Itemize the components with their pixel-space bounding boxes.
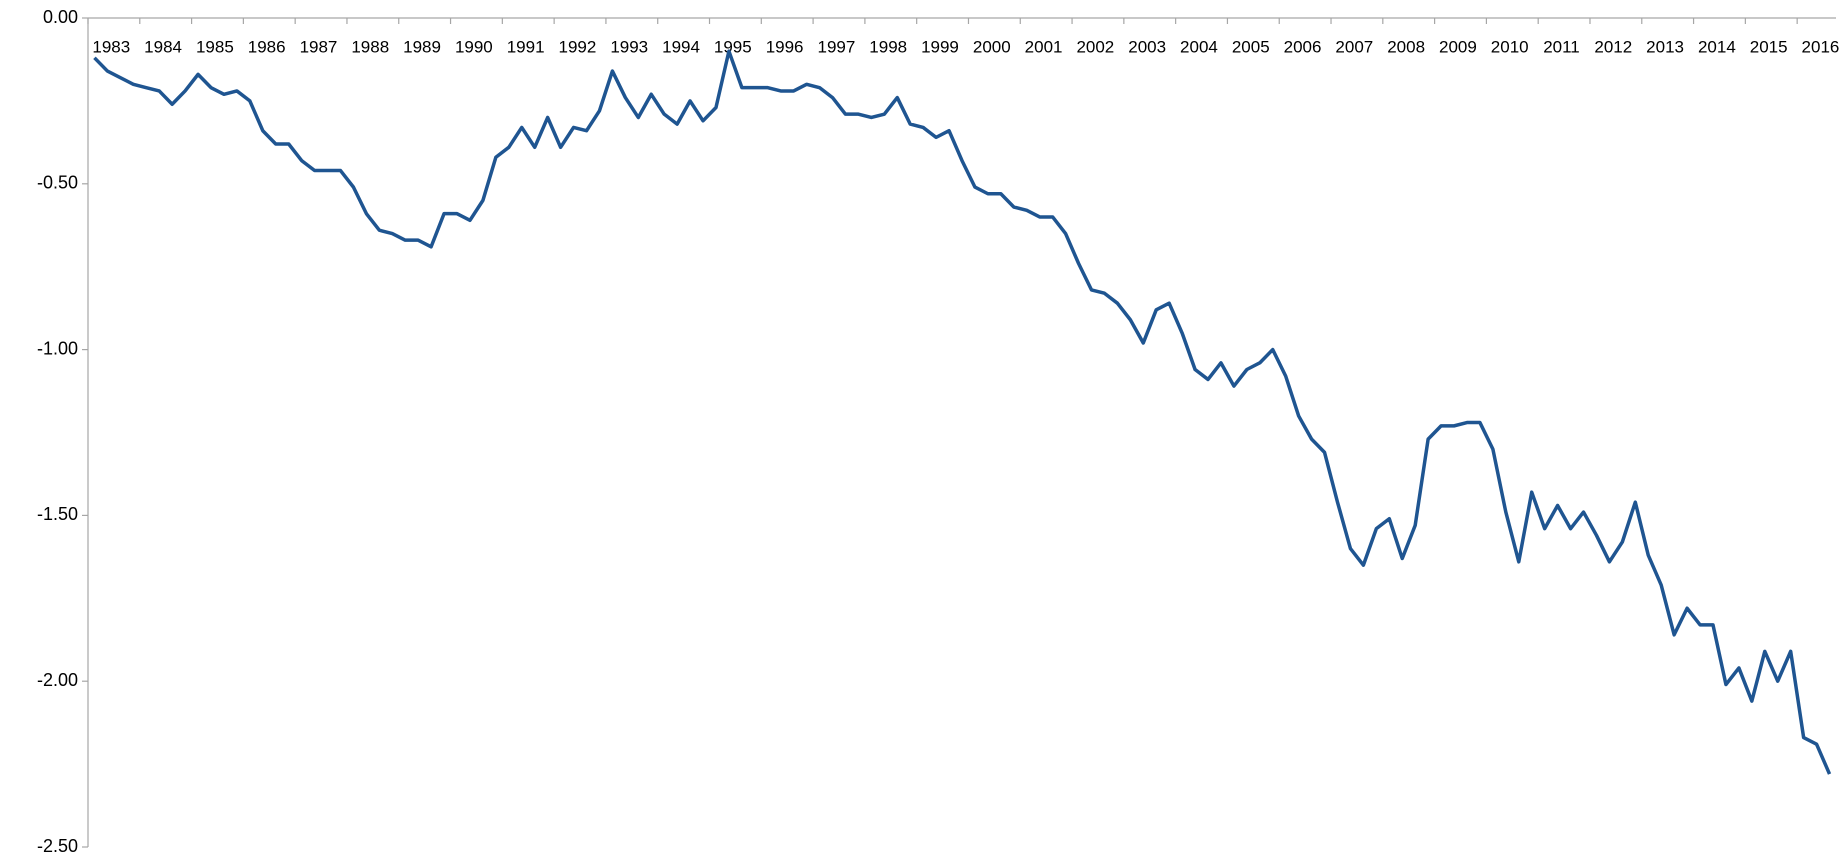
y-tick-label: -1.50 — [37, 504, 78, 524]
x-tick-label: 1992 — [559, 37, 597, 56]
x-tick-label: 2003 — [1128, 37, 1166, 56]
x-tick-label: 1993 — [610, 37, 648, 56]
x-tick-label: 2012 — [1594, 37, 1632, 56]
y-tick-label: 0.00 — [43, 7, 78, 27]
x-tick-label: 1999 — [921, 37, 959, 56]
x-tick-label: 1998 — [869, 37, 907, 56]
x-tick-label: 1997 — [817, 37, 855, 56]
x-tick-label: 2010 — [1491, 37, 1529, 56]
x-tick-label: 1989 — [403, 37, 441, 56]
x-tick-label: 1985 — [196, 37, 234, 56]
y-tick-label: -2.00 — [37, 670, 78, 690]
x-tick-label: 2014 — [1698, 37, 1736, 56]
x-tick-label: 1990 — [455, 37, 493, 56]
y-tick-label: -1.00 — [37, 338, 78, 358]
x-tick-label: 1987 — [300, 37, 338, 56]
x-tick-label: 1986 — [248, 37, 286, 56]
x-tick-label: 2015 — [1750, 37, 1788, 56]
x-tick-label: 2000 — [973, 37, 1011, 56]
x-tick-label: 1996 — [766, 37, 804, 56]
x-tick-label: 2002 — [1076, 37, 1114, 56]
x-tick-label: 2001 — [1025, 37, 1063, 56]
x-tick-label: 1991 — [507, 37, 545, 56]
y-tick-label: -0.50 — [37, 173, 78, 193]
x-tick-label: 2013 — [1646, 37, 1684, 56]
x-tick-label: 2006 — [1284, 37, 1322, 56]
x-tick-label: 2011 — [1543, 37, 1580, 56]
x-tick-label: 2008 — [1387, 37, 1425, 56]
x-tick-label: 1995 — [714, 37, 752, 56]
x-tick-label: 1983 — [92, 37, 130, 56]
x-tick-label: 1984 — [144, 37, 182, 56]
x-tick-label: 2005 — [1232, 37, 1270, 56]
x-tick-label: 1994 — [662, 37, 700, 56]
x-tick-label: 1988 — [351, 37, 389, 56]
x-tick-label: 2016 — [1802, 37, 1839, 56]
x-tick-label: 2009 — [1439, 37, 1477, 56]
x-tick-label: 2007 — [1335, 37, 1373, 56]
y-tick-label: -2.50 — [37, 836, 78, 856]
x-tick-label: 2004 — [1180, 37, 1218, 56]
data-line — [93, 49, 1832, 775]
